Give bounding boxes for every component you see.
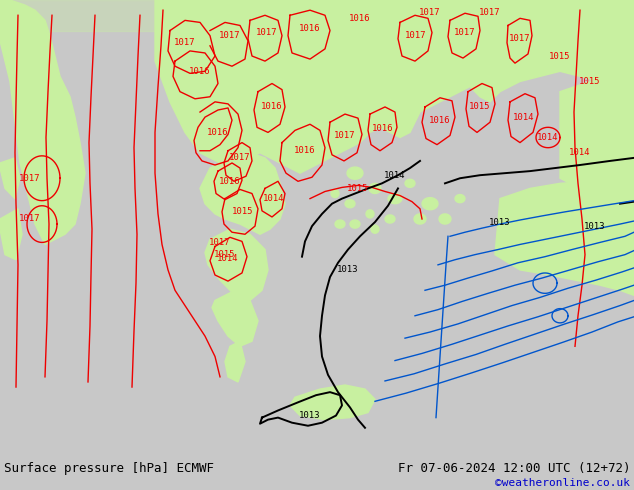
Text: 1017: 1017 (454, 28, 476, 37)
Text: 1014: 1014 (537, 133, 559, 142)
Polygon shape (347, 167, 363, 179)
Text: 1016: 1016 (294, 146, 316, 155)
Text: 1014: 1014 (514, 113, 534, 122)
Text: 1016: 1016 (219, 177, 241, 186)
Text: 1017: 1017 (230, 153, 251, 162)
Polygon shape (366, 210, 374, 218)
Text: Surface pressure [hPa] ECMWF: Surface pressure [hPa] ECMWF (4, 462, 214, 475)
Text: Fr 07-06-2024 12:00 UTC (12+72): Fr 07-06-2024 12:00 UTC (12+72) (398, 462, 630, 475)
Text: 1017: 1017 (219, 31, 241, 40)
Polygon shape (455, 195, 465, 203)
Polygon shape (560, 72, 634, 194)
Polygon shape (405, 179, 415, 187)
Text: 1017: 1017 (509, 34, 531, 43)
Polygon shape (0, 158, 20, 198)
Text: 1016: 1016 (261, 102, 283, 111)
Text: 1017: 1017 (479, 8, 501, 17)
Text: 1015: 1015 (579, 77, 601, 86)
Text: 1014: 1014 (217, 254, 239, 263)
Text: 1017: 1017 (334, 131, 356, 140)
Text: 1015: 1015 (232, 207, 254, 217)
Polygon shape (345, 199, 355, 208)
Text: 1017: 1017 (419, 8, 441, 17)
Polygon shape (495, 176, 634, 295)
Text: 1015: 1015 (469, 102, 491, 111)
Polygon shape (350, 220, 360, 228)
Polygon shape (225, 341, 245, 382)
Text: 1017: 1017 (19, 215, 41, 223)
Polygon shape (369, 183, 381, 194)
Text: 1013: 1013 (337, 266, 359, 274)
Polygon shape (212, 290, 258, 346)
Polygon shape (155, 0, 634, 173)
Text: ©weatheronline.co.uk: ©weatheronline.co.uk (495, 478, 630, 488)
Polygon shape (205, 229, 268, 300)
Text: 1016: 1016 (429, 116, 451, 124)
Polygon shape (0, 209, 22, 260)
Polygon shape (385, 215, 395, 223)
Text: 1015: 1015 (549, 51, 571, 61)
Text: 1017: 1017 (19, 174, 41, 183)
Polygon shape (200, 153, 285, 234)
Text: 1015: 1015 (347, 184, 369, 193)
Polygon shape (0, 0, 634, 30)
Text: 1016: 1016 (190, 67, 210, 76)
Polygon shape (414, 214, 426, 224)
Text: 1013: 1013 (585, 221, 605, 231)
Text: 1013: 1013 (299, 411, 321, 420)
Text: 1016: 1016 (207, 128, 229, 137)
Text: 1013: 1013 (489, 218, 511, 226)
Polygon shape (335, 220, 345, 228)
Polygon shape (371, 225, 379, 233)
Text: 1017: 1017 (209, 238, 231, 247)
Polygon shape (0, 0, 85, 245)
Polygon shape (388, 194, 402, 204)
Polygon shape (331, 190, 339, 197)
Text: 1014: 1014 (384, 171, 406, 180)
Text: 1014: 1014 (263, 194, 285, 203)
Text: 1016: 1016 (349, 14, 371, 23)
Text: 1014: 1014 (569, 148, 591, 157)
Text: 1016: 1016 (299, 24, 321, 33)
Text: 1017: 1017 (405, 31, 427, 40)
Polygon shape (290, 385, 375, 419)
Polygon shape (422, 197, 438, 210)
Text: 1017: 1017 (256, 28, 278, 37)
Text: 1015: 1015 (214, 250, 236, 259)
Text: 1016: 1016 (372, 124, 394, 133)
Polygon shape (439, 214, 451, 224)
Text: 1017: 1017 (174, 38, 196, 47)
